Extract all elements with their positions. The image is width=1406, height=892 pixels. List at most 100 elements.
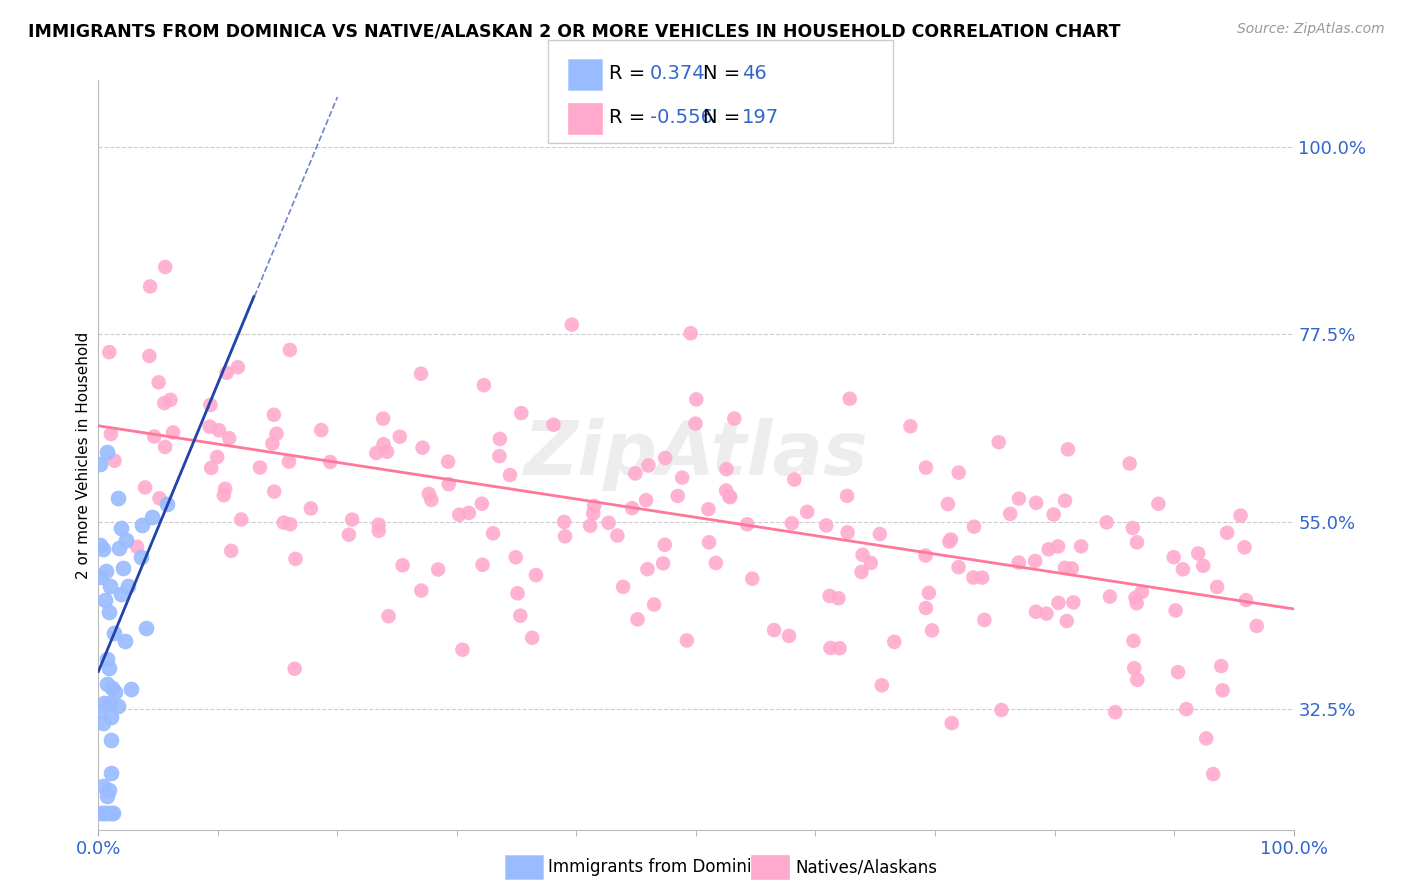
Point — [505, 550, 527, 565]
Point — [1025, 496, 1047, 510]
Point — [117, 579, 139, 593]
Point — [98, 345, 121, 359]
Text: N =: N = — [703, 108, 747, 128]
Point — [606, 528, 628, 542]
Point — [939, 533, 962, 547]
Point — [278, 343, 301, 357]
Point — [135, 621, 157, 635]
Point — [219, 544, 242, 558]
Point — [990, 703, 1012, 717]
Point — [1234, 593, 1257, 607]
Point — [936, 497, 959, 511]
Point — [1060, 561, 1083, 575]
Point — [1206, 580, 1229, 594]
Point — [371, 411, 394, 425]
Text: IMMIGRANTS FROM DOMINICA VS NATIVE/ALASKAN 2 OR MORE VEHICLES IN HOUSEHOLD CORRE: IMMIGRANTS FROM DOMINICA VS NATIVE/ALASK… — [28, 22, 1121, 40]
Text: -0.556: -0.556 — [650, 108, 713, 128]
Point — [1053, 561, 1076, 575]
Point — [1118, 457, 1140, 471]
Point — [741, 572, 763, 586]
Point — [1246, 619, 1268, 633]
Point — [704, 556, 727, 570]
Point — [859, 556, 882, 570]
Point — [263, 484, 285, 499]
Point — [1126, 535, 1149, 549]
Point — [427, 562, 450, 576]
Point — [1122, 521, 1144, 535]
Point — [278, 517, 301, 532]
Point — [561, 318, 583, 332]
Point — [153, 396, 176, 410]
Point — [100, 427, 122, 442]
Point — [818, 589, 841, 603]
Point — [437, 477, 460, 491]
Point — [131, 550, 153, 565]
Point — [1126, 673, 1149, 687]
Point — [1125, 591, 1147, 605]
Point — [93, 592, 115, 607]
Point — [273, 516, 295, 530]
Point — [1212, 683, 1234, 698]
Text: 197: 197 — [742, 108, 779, 128]
Point — [96, 789, 118, 804]
Point — [621, 501, 644, 516]
Point — [914, 549, 936, 563]
Point — [103, 626, 125, 640]
Point — [231, 512, 253, 526]
Point — [1192, 558, 1215, 573]
Point — [471, 497, 494, 511]
Point — [107, 541, 129, 555]
Point — [1147, 497, 1170, 511]
Point — [107, 699, 129, 714]
Point — [131, 518, 153, 533]
Point — [100, 710, 122, 724]
Point — [420, 492, 443, 507]
Point — [553, 515, 575, 529]
Point — [309, 423, 332, 437]
Point — [375, 444, 398, 458]
Point — [96, 652, 118, 666]
Point — [94, 805, 117, 820]
Point — [101, 805, 124, 820]
Point — [284, 662, 307, 676]
Point — [1025, 605, 1047, 619]
Point — [520, 631, 543, 645]
Text: Natives/Alaskans: Natives/Alaskans — [796, 858, 938, 876]
Point — [510, 406, 533, 420]
Point — [918, 586, 941, 600]
Point — [162, 425, 184, 440]
Point — [278, 454, 301, 468]
Point — [472, 378, 495, 392]
Text: R =: R = — [609, 108, 651, 128]
Point — [852, 548, 875, 562]
Point — [141, 510, 163, 524]
Point — [373, 437, 395, 451]
Point — [134, 480, 156, 494]
Point — [718, 490, 741, 504]
Point — [1047, 596, 1070, 610]
Point — [100, 766, 122, 780]
Point — [91, 541, 114, 556]
Point — [1167, 665, 1189, 680]
Point — [153, 440, 176, 454]
Point — [148, 491, 170, 506]
Point — [449, 508, 471, 522]
Point — [509, 608, 531, 623]
Point — [1163, 550, 1185, 565]
Point — [921, 624, 943, 638]
Point — [915, 601, 938, 615]
Point — [723, 411, 745, 425]
Point — [685, 417, 707, 431]
Point — [1122, 633, 1144, 648]
Point — [1187, 546, 1209, 560]
Point — [499, 468, 522, 483]
Point — [262, 436, 284, 450]
Point — [1123, 661, 1146, 675]
Point — [636, 493, 658, 508]
Point — [366, 446, 388, 460]
Point — [636, 562, 658, 576]
Point — [284, 552, 307, 566]
Point — [212, 488, 235, 502]
Point — [98, 579, 121, 593]
Point — [377, 609, 399, 624]
